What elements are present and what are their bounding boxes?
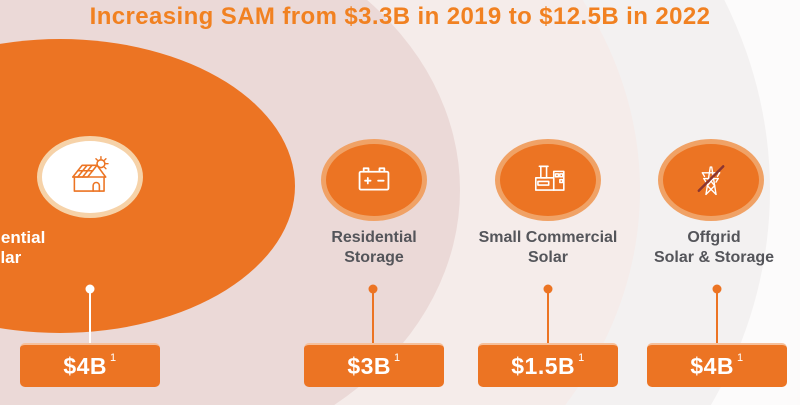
footnote-marker: 1 xyxy=(578,352,585,364)
small-commercial-solar-bubble xyxy=(495,139,601,221)
value-badge-small-commercial: $1.5B 1 xyxy=(478,343,618,387)
connector-line-residential-solar xyxy=(89,291,91,343)
connector-line-residential-storage xyxy=(372,291,374,343)
residential-storage-bubble xyxy=(321,139,427,221)
connector-line-offgrid xyxy=(716,291,718,343)
footnote-marker: 1 xyxy=(737,352,744,364)
residential-solar-label: Residential Solar xyxy=(0,228,85,268)
page-title: Increasing SAM from $3.3B in 2019 to $12… xyxy=(89,3,711,30)
commercial-building-icon xyxy=(525,157,571,203)
connector-dot-small-commercial xyxy=(543,284,553,294)
value-badge-residential-solar: $4B 1 xyxy=(20,343,160,387)
connector-dot-residential-storage xyxy=(368,284,378,294)
connector-dot-residential-solar xyxy=(85,284,95,294)
connector-line-small-commercial xyxy=(547,291,549,343)
small-commercial-solar-label: Small Commercial Solar xyxy=(453,228,643,268)
residential-storage-label: Residential Storage xyxy=(279,228,469,268)
label-line: Storage xyxy=(344,249,404,266)
offgrid-solar-storage-bubble xyxy=(658,139,764,221)
label-line: Solar xyxy=(527,249,568,266)
footnote-marker: 1 xyxy=(110,352,117,364)
transmission-tower-slash-icon xyxy=(688,157,734,203)
battery-icon xyxy=(352,158,396,202)
label-line: Residential xyxy=(0,228,46,247)
label-line: Small Commercial xyxy=(478,229,618,246)
value-text: $4B xyxy=(690,352,735,379)
value-text: $3B xyxy=(347,352,392,379)
value-badge-offgrid: $4B 1 xyxy=(647,343,787,387)
value-text: $1.5B xyxy=(511,352,576,379)
offgrid-solar-storage-label: Offgrid Solar & Storage xyxy=(619,228,800,268)
label-line: Offgrid xyxy=(687,229,741,246)
residential-solar-icon-disc xyxy=(37,136,143,218)
connector-dot-offgrid xyxy=(712,284,722,294)
label-line: Solar & Storage xyxy=(653,249,775,266)
label-line: Residential xyxy=(331,229,417,246)
label-line: Solar xyxy=(0,248,22,267)
value-text: $4B xyxy=(63,352,108,379)
value-badge-residential-storage: $3B 1 xyxy=(304,343,444,387)
house-solar-icon xyxy=(65,152,115,202)
footnote-marker: 1 xyxy=(394,352,401,364)
